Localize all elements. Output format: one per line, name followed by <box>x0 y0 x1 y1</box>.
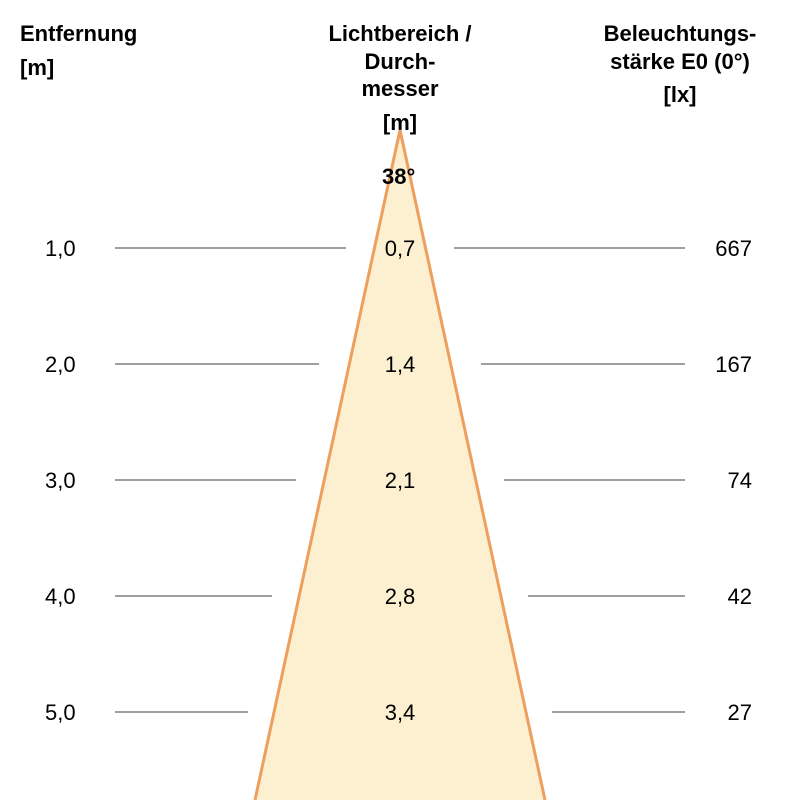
diameter-value: 3,4 <box>380 700 420 726</box>
diameter-value: 1,4 <box>380 352 420 378</box>
distance-value: 4,0 <box>45 584 76 610</box>
illuminance-value: 42 <box>728 584 752 610</box>
illuminance-value: 167 <box>715 352 752 378</box>
data-row: 2,01,4167 <box>0 364 800 394</box>
light-cone-svg <box>0 0 800 800</box>
illuminance-value: 27 <box>728 700 752 726</box>
distance-value: 3,0 <box>45 468 76 494</box>
diameter-value: 2,1 <box>380 468 420 494</box>
diameter-value: 2,8 <box>380 584 420 610</box>
distance-value: 2,0 <box>45 352 76 378</box>
data-row: 1,00,7667 <box>0 248 800 278</box>
data-row: 5,03,427 <box>0 712 800 742</box>
cone-angle-label: 38° <box>382 164 415 190</box>
data-row: 4,02,842 <box>0 596 800 626</box>
distance-value: 1,0 <box>45 236 76 262</box>
data-row: 3,02,174 <box>0 480 800 510</box>
diameter-value: 0,7 <box>380 236 420 262</box>
illuminance-value: 74 <box>728 468 752 494</box>
illuminance-value: 667 <box>715 236 752 262</box>
distance-value: 5,0 <box>45 700 76 726</box>
